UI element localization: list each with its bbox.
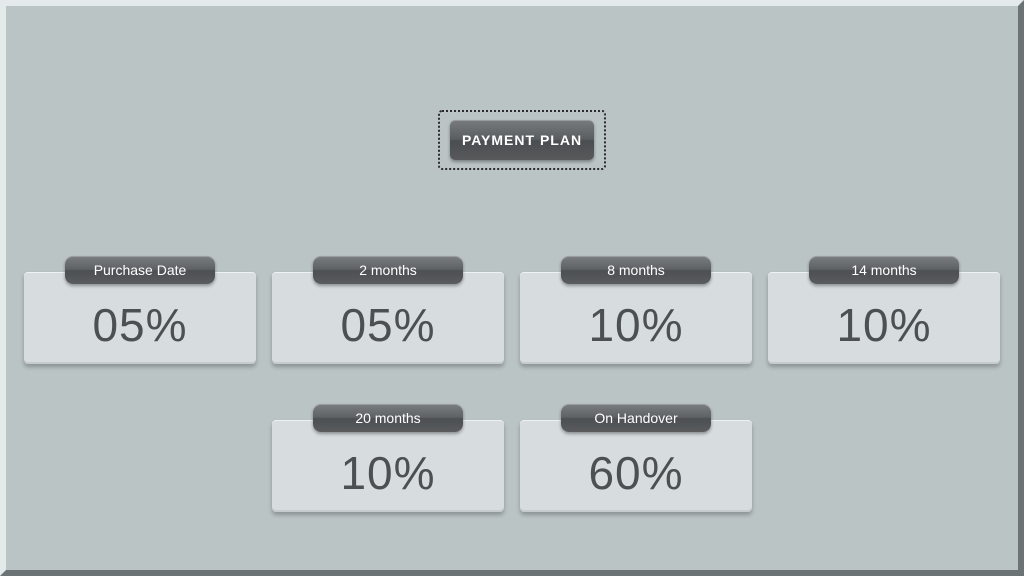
card-label: On Handover [594, 410, 677, 426]
cards-row-2: 10% 20 months 60% On Handover [6, 404, 1018, 512]
card-value: 10% [340, 446, 435, 500]
card-body: 10% [520, 272, 752, 364]
payment-card: 10% 8 months [520, 256, 752, 364]
card-body: 05% [272, 272, 504, 364]
card-label-pill: 8 months [561, 256, 711, 284]
card-value: 05% [340, 298, 435, 352]
card-value: 05% [92, 298, 187, 352]
card-body: 10% [272, 420, 504, 512]
payment-card: 10% 20 months [272, 404, 504, 512]
card-label: Purchase Date [94, 262, 187, 278]
title-plaque: PAYMENT PLAN [450, 120, 594, 160]
slide-frame: PAYMENT PLAN 05% Purchase Date 05% 2 mon… [0, 0, 1024, 576]
cards-row-1: 05% Purchase Date 05% 2 months 10% 8 mon… [6, 256, 1018, 364]
card-body: 05% [24, 272, 256, 364]
card-label: 2 months [359, 262, 417, 278]
card-label-pill: 2 months [313, 256, 463, 284]
payment-card: 10% 14 months [768, 256, 1000, 364]
card-value: 60% [588, 446, 683, 500]
card-label-pill: Purchase Date [65, 256, 215, 284]
card-label: 8 months [607, 262, 665, 278]
card-label: 14 months [851, 262, 916, 278]
card-label: 20 months [355, 410, 420, 426]
card-label-pill: 14 months [809, 256, 959, 284]
payment-card: 05% 2 months [272, 256, 504, 364]
title-dotted-frame: PAYMENT PLAN [438, 110, 606, 170]
card-body: 10% [768, 272, 1000, 364]
payment-card: 60% On Handover [520, 404, 752, 512]
title-text: PAYMENT PLAN [462, 132, 582, 148]
card-label-pill: On Handover [561, 404, 711, 432]
card-label-pill: 20 months [313, 404, 463, 432]
card-value: 10% [588, 298, 683, 352]
payment-card: 05% Purchase Date [24, 256, 256, 364]
card-body: 60% [520, 420, 752, 512]
card-value: 10% [836, 298, 931, 352]
